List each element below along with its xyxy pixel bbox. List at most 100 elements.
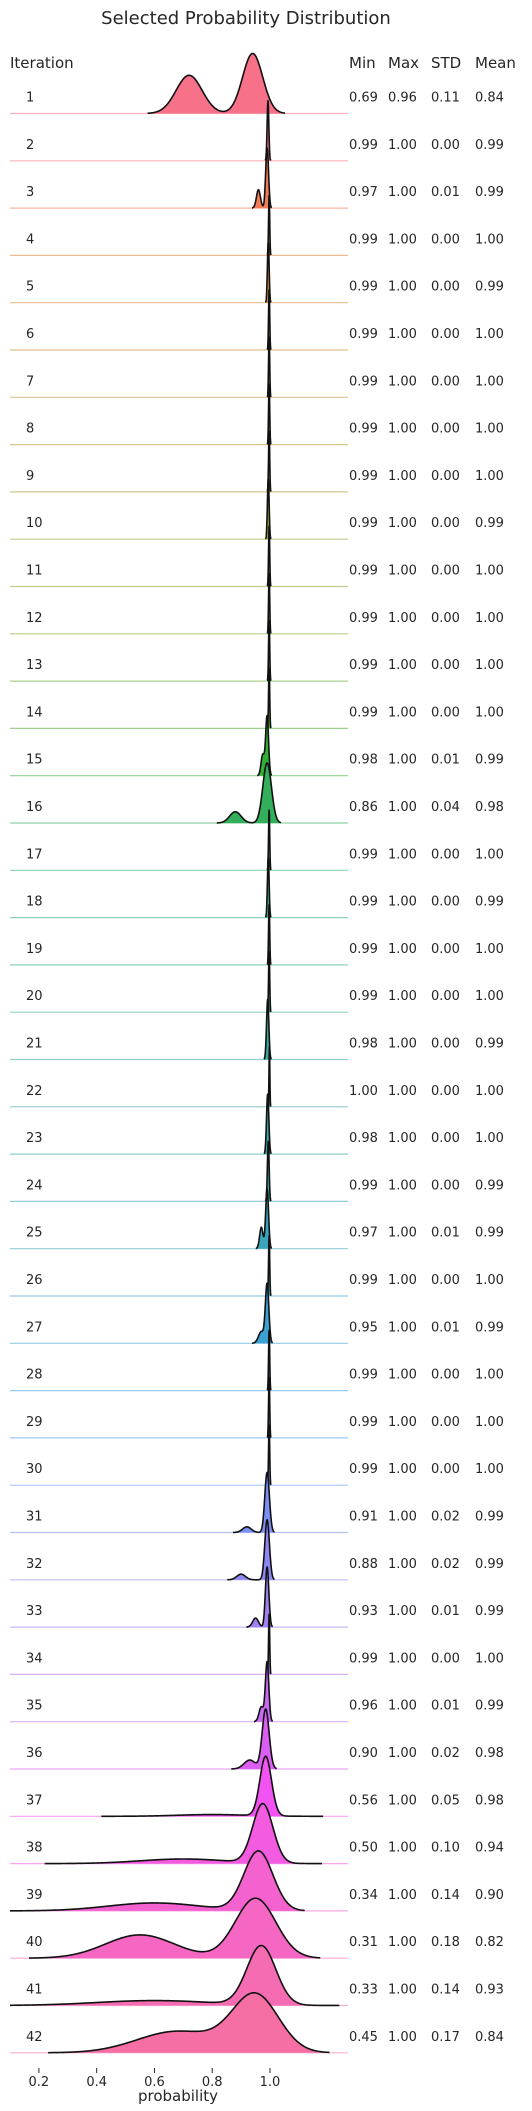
iteration-label: 2 — [26, 138, 34, 153]
ridge-density-fill — [10, 1850, 305, 1911]
iteration-label: 22 — [26, 1084, 43, 1099]
x-axis-label: probability — [138, 2087, 218, 2105]
ridge-row-12: 12 0.99 1.00 0.00 1.00 — [10, 572, 504, 635]
iteration-label: 39 — [26, 1888, 43, 1903]
stat-std: 0.00 — [431, 374, 460, 389]
iteration-label: 13 — [26, 658, 43, 673]
iteration-label: 20 — [26, 989, 43, 1004]
stat-mean: 0.99 — [475, 1226, 504, 1241]
x-tick-label: 0.4 — [86, 2075, 107, 2090]
stat-max: 1.00 — [388, 374, 417, 389]
iteration-label: 26 — [26, 1273, 43, 1288]
ridge-row-30: 30 0.99 1.00 0.00 1.00 — [10, 1424, 504, 1486]
ridge-density-outline — [147, 52, 286, 115]
ridge-density-outline — [29, 1897, 321, 1959]
ridge-row-34: 34 0.99 1.00 0.00 1.00 — [10, 1613, 504, 1676]
stat-min: 0.34 — [349, 1888, 378, 1903]
stat-max: 1.00 — [388, 1557, 417, 1572]
ridge-density-outline — [251, 147, 273, 209]
stat-std: 0.18 — [431, 1935, 460, 1950]
iteration-label: 34 — [26, 1651, 43, 1666]
stat-min: 0.56 — [349, 1793, 378, 1808]
stat-std: 0.00 — [431, 1178, 460, 1193]
stat-std: 0.14 — [431, 1983, 460, 1998]
stat-min: 0.99 — [349, 705, 378, 720]
stat-std: 0.00 — [431, 280, 460, 295]
stat-max: 1.00 — [388, 185, 417, 200]
stat-std: 0.00 — [431, 611, 460, 626]
stat-mean: 1.00 — [475, 1131, 504, 1146]
iteration-label: 11 — [26, 564, 43, 579]
stat-mean: 1.00 — [475, 374, 504, 389]
ridge-row-22: 22 1.00 1.00 0.00 1.00 — [10, 1045, 504, 1108]
stat-max: 1.00 — [388, 705, 417, 720]
stat-mean: 0.99 — [475, 1699, 504, 1714]
stat-std: 0.10 — [431, 1841, 460, 1856]
stat-std: 0.00 — [431, 516, 460, 531]
stat-max: 1.00 — [388, 1368, 417, 1383]
stat-mean: 1.00 — [475, 705, 504, 720]
ridge-density-outline — [216, 762, 282, 824]
stat-max: 1.00 — [388, 1793, 417, 1808]
stat-mean: 0.99 — [475, 185, 504, 200]
ridge-row-42: 42 0.45 1.00 0.17 0.84 — [10, 1991, 504, 2054]
ridge-row-19: 19 0.99 1.00 0.00 1.00 — [10, 903, 504, 966]
stat-min: 0.97 — [349, 1226, 378, 1241]
column-header-max: Max — [388, 54, 419, 72]
iteration-label: 6 — [26, 327, 34, 342]
stat-min: 0.99 — [349, 611, 378, 626]
ridge-row-38: 38 0.50 1.00 0.10 0.94 — [10, 1802, 504, 1865]
ridge-density-fill — [29, 1898, 321, 1959]
stat-std: 0.00 — [431, 658, 460, 673]
stat-std: 0.00 — [431, 895, 460, 910]
stat-min: 0.98 — [349, 1131, 378, 1146]
stat-max: 1.00 — [388, 1178, 417, 1193]
ridge-density-fill — [147, 53, 286, 114]
stat-max: 1.00 — [388, 1415, 417, 1430]
ridge-density-outline — [266, 383, 272, 445]
ridge-row-16: 16 0.86 1.00 0.04 0.98 — [10, 762, 504, 824]
stat-mean: 1.00 — [475, 1415, 504, 1430]
ridge-row-7: 7 0.99 1.00 0.00 1.00 — [10, 336, 504, 398]
iteration-label: 25 — [26, 1226, 43, 1241]
chart-title: Selected Probability Distribution — [101, 8, 391, 29]
stat-std: 0.00 — [431, 1131, 460, 1146]
ridge-row-28: 28 0.99 1.00 0.00 1.00 — [10, 1329, 504, 1392]
stat-min: 0.96 — [349, 1699, 378, 1714]
iteration-label: 18 — [26, 895, 43, 910]
stat-min: 0.99 — [349, 1651, 378, 1666]
ridge-density-outline — [266, 336, 272, 398]
ridge-row-23: 23 0.98 1.00 0.00 1.00 — [10, 1093, 504, 1155]
stat-mean: 1.00 — [475, 942, 504, 957]
ridge-row-15: 15 0.98 1.00 0.01 0.99 — [10, 714, 504, 777]
ridge-row-20: 20 0.99 1.00 0.00 1.00 — [10, 951, 504, 1013]
ridge-row-6: 6 0.99 1.00 0.00 1.00 — [10, 288, 504, 351]
stat-min: 0.45 — [349, 2030, 378, 2045]
stat-std: 0.04 — [431, 800, 460, 815]
iteration-label: 28 — [26, 1368, 43, 1383]
x-tick-label: 0.8 — [202, 2075, 223, 2090]
ridge-row-18: 18 0.99 1.00 0.00 0.99 — [10, 856, 504, 919]
stat-max: 1.00 — [388, 1888, 417, 1903]
stat-std: 0.00 — [431, 138, 460, 153]
stat-std: 0.11 — [431, 91, 460, 106]
ridge-density-outline — [44, 1802, 322, 1865]
ridge-density-outline — [227, 1518, 275, 1581]
iteration-label: 38 — [26, 1841, 43, 1856]
stat-mean: 0.99 — [475, 1037, 504, 1052]
stat-mean: 1.00 — [475, 1651, 504, 1666]
stat-mean: 1.00 — [475, 232, 504, 247]
stat-std: 0.00 — [431, 989, 460, 1004]
ridge-row-11: 11 0.99 1.00 0.00 1.00 — [10, 525, 504, 588]
stat-mean: 1.00 — [475, 847, 504, 862]
stat-max: 1.00 — [388, 895, 417, 910]
ridge-density-outline — [246, 1566, 274, 1628]
ridge-density-fill — [233, 1472, 275, 1533]
stat-std: 0.02 — [431, 1746, 460, 1761]
stat-mean: 0.99 — [475, 516, 504, 531]
stat-mean: 0.99 — [475, 1557, 504, 1572]
stat-max: 0.96 — [388, 91, 417, 106]
stat-max: 1.00 — [388, 1935, 417, 1950]
stat-mean: 0.94 — [475, 1841, 504, 1856]
stat-max: 1.00 — [388, 1462, 417, 1477]
